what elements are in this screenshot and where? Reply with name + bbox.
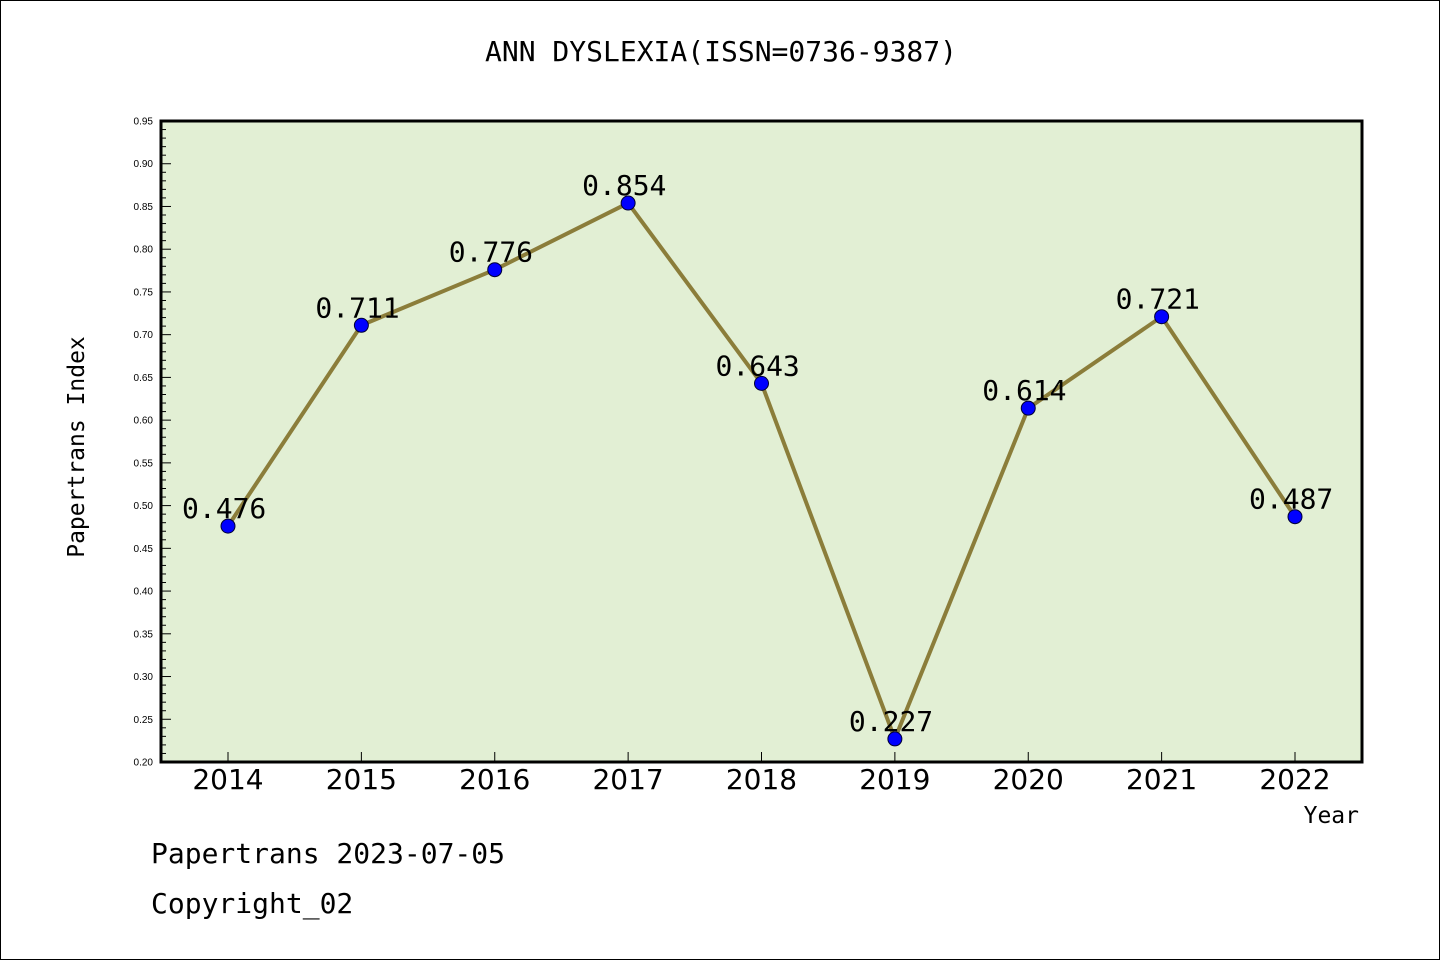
- data-label: 0.614: [982, 374, 1066, 407]
- y-tick-label: 0.80: [134, 245, 154, 256]
- y-tick-label: 0.95: [134, 117, 154, 128]
- y-tick-label: 0.30: [134, 672, 154, 683]
- data-label: 0.643: [716, 349, 800, 382]
- x-tick-label: 2022: [1259, 763, 1330, 796]
- x-tick-label: 2017: [592, 763, 663, 796]
- x-axis-label: Year: [1303, 803, 1359, 829]
- data-point: [1287, 509, 1303, 525]
- data-point: [487, 262, 503, 278]
- data-point: [353, 317, 369, 333]
- y-tick-label: 0.40: [134, 587, 154, 598]
- y-tick-label: 0.20: [134, 758, 154, 769]
- chart-title: ANN DYSLEXIA(ISSN=0736-9387): [484, 35, 957, 68]
- data-point: [620, 195, 636, 211]
- x-tick-label: 2016: [459, 763, 530, 796]
- y-tick-label: 0.50: [134, 501, 154, 512]
- y-tick-label: 0.55: [134, 458, 154, 469]
- footer-date: Papertrans 2023-07-05: [151, 837, 506, 870]
- data-label: 0.721: [1116, 283, 1200, 316]
- data-point: [754, 375, 769, 391]
- y-tick-label: 0.85: [134, 202, 154, 213]
- data-label: 0.711: [315, 291, 399, 324]
- y-tick-label: 0.70: [134, 330, 154, 341]
- x-tick-label: 2020: [993, 763, 1064, 796]
- y-tick-label: 0.65: [134, 373, 154, 384]
- footer-copyright: Copyright_02: [151, 887, 354, 920]
- x-tick-label: 2019: [859, 763, 930, 796]
- data-label: 0.227: [849, 705, 933, 738]
- data-label: 0.776: [449, 236, 533, 269]
- y-tick-label: 0.35: [134, 629, 154, 640]
- data-label: 0.476: [182, 492, 266, 525]
- plot-area: [161, 121, 1362, 762]
- y-tick-label: 0.60: [134, 416, 154, 427]
- y-tick-label: 0.75: [134, 287, 154, 298]
- x-tick-label: 2014: [192, 763, 263, 796]
- y-tick-label: 0.45: [134, 544, 154, 555]
- data-point: [220, 518, 236, 534]
- y-tick-label: 0.90: [134, 159, 154, 170]
- x-tick-label: 2021: [1126, 763, 1197, 796]
- y-tick-label: 0.25: [134, 715, 154, 726]
- x-tick-label: 2018: [726, 763, 797, 796]
- x-tick-label: 2015: [326, 763, 397, 796]
- plot-border: [159, 119, 1364, 764]
- data-point: [1154, 309, 1170, 325]
- data-point: [887, 731, 903, 747]
- data-label: 0.487: [1249, 483, 1333, 516]
- data-point: [1020, 400, 1036, 416]
- data-label: 0.854: [582, 169, 666, 202]
